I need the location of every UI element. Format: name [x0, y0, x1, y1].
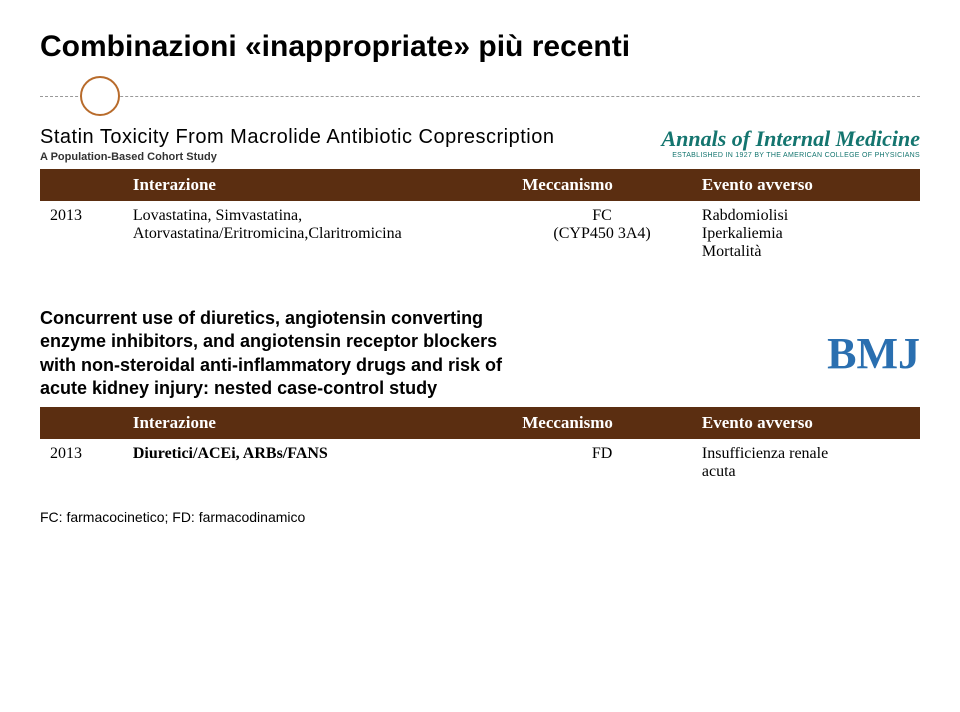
- t2-year: 2013: [40, 439, 123, 487]
- divider: [40, 76, 920, 116]
- dashed-line: [40, 96, 920, 97]
- table2: Interazione Meccanismo Evento avverso 20…: [40, 407, 920, 487]
- footnote: FC: farmacocinetico; FD: farmacodinamico: [40, 509, 920, 525]
- t1-mech-l2: (CYP450 3A4): [522, 225, 682, 243]
- slide-title: Combinazioni «inappropriate» più recenti: [40, 30, 920, 64]
- table-row: 2013 Lovastatina, Simvastatina, Atorvast…: [40, 201, 920, 267]
- t2-interazione: Diuretici/ACEi, ARBs/FANS: [123, 439, 512, 487]
- paper1-title: Statin Toxicity From Macrolide Antibioti…: [40, 126, 660, 149]
- t1-interazione: Lovastatina, Simvastatina, Atorvastatina…: [123, 201, 512, 267]
- circle-icon: [80, 76, 120, 116]
- p2-l4: acute kidney injury: nested case-control…: [40, 377, 811, 400]
- t1-meccanismo: FC (CYP450 3A4): [512, 201, 692, 267]
- table-row: 2013 Diuretici/ACEi, ARBs/FANS FD Insuff…: [40, 439, 920, 487]
- t1-h-year: [40, 169, 123, 201]
- t1-h-interazione: Interazione: [123, 169, 512, 201]
- t2-h-interazione: Interazione: [123, 407, 512, 439]
- paper1-header: Statin Toxicity From Macrolide Antibioti…: [40, 126, 920, 163]
- journal-bmj-logo: BMJ: [827, 332, 920, 376]
- t2-h-meccanismo: Meccanismo: [512, 407, 692, 439]
- p2-l1: Concurrent use of diuretics, angiotensin…: [40, 307, 811, 330]
- p2-l2: enzyme inhibitors, and angiotensin recep…: [40, 330, 811, 353]
- t2-h-year: [40, 407, 123, 439]
- t1-inter-l2: Atorvastatina/Eritromicina,Claritromicin…: [133, 225, 502, 243]
- t1-mech-l1: FC: [522, 207, 682, 225]
- paper2-text: Concurrent use of diuretics, angiotensin…: [40, 307, 811, 401]
- t2-h-evento: Evento avverso: [692, 407, 920, 439]
- table1: Interazione Meccanismo Evento avverso 20…: [40, 169, 920, 267]
- paper1-subtitle: A Population-Based Cohort Study: [40, 151, 660, 163]
- t1-year: 2013: [40, 201, 123, 267]
- paper2-header: Concurrent use of diuretics, angiotensin…: [40, 307, 920, 401]
- journal-annals-sub: ESTABLISHED IN 1927 BY THE AMERICAN COLL…: [660, 152, 920, 159]
- t1-h-meccanismo: Meccanismo: [512, 169, 692, 201]
- t2-inter: Diuretici/ACEi, ARBs/FANS: [133, 445, 328, 462]
- t1-h-evento: Evento avverso: [692, 169, 920, 201]
- t2-meccanismo: FD: [512, 439, 692, 487]
- t2-ev-l2: acuta: [702, 463, 910, 481]
- t1-inter-l1: Lovastatina, Simvastatina,: [133, 207, 502, 225]
- p2-l3: with non-steroidal anti-inflammatory dru…: [40, 354, 811, 377]
- t1-ev-l3: Mortalità: [702, 243, 910, 261]
- journal-annals-title: Annals of Internal Medicine: [660, 126, 920, 152]
- t1-ev-l2: Iperkaliemia: [702, 225, 910, 243]
- t1-evento: Rabdomiolisi Iperkaliemia Mortalità: [692, 201, 920, 267]
- t2-ev-l1: Insufficienza renale: [702, 445, 910, 463]
- t1-ev-l1: Rabdomiolisi: [702, 207, 910, 225]
- t2-evento: Insufficienza renale acuta: [692, 439, 920, 487]
